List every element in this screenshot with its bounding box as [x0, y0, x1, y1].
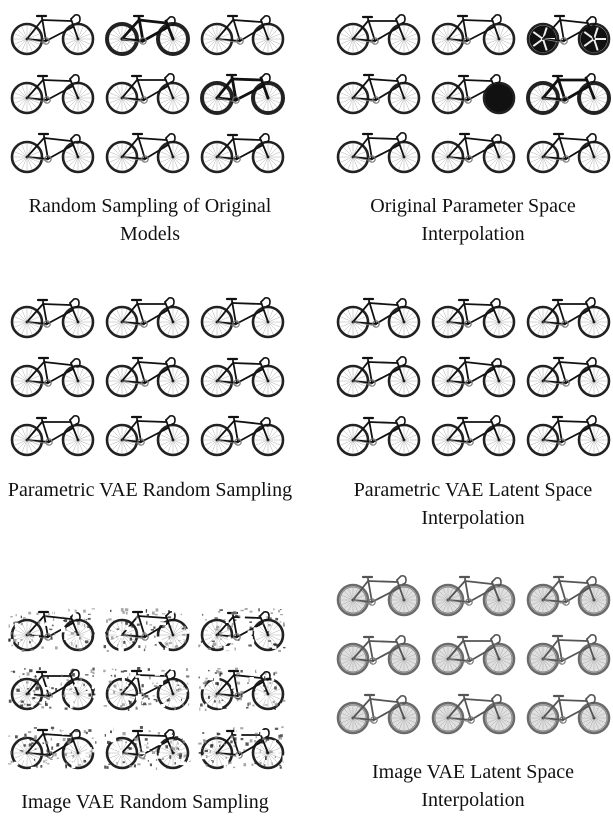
bicycle-image [334, 405, 424, 457]
bike-grid-image-random [8, 600, 288, 770]
bicycle-image [429, 405, 519, 457]
bicycle-image [103, 659, 193, 711]
bicycle-image [8, 346, 98, 398]
bicycle-image [198, 718, 288, 770]
bicycle-image [8, 63, 98, 115]
bicycle-image [8, 122, 98, 174]
bicycle-image [334, 683, 424, 735]
bicycle-image [8, 287, 98, 339]
bicycle-image [524, 63, 613, 115]
bicycle-image [198, 4, 288, 56]
bicycle-image [524, 122, 613, 174]
bicycle-image [8, 718, 98, 770]
bicycle-image [429, 287, 519, 339]
bicycle-image [524, 565, 613, 617]
bicycle-image [8, 600, 98, 652]
bicycle-image [8, 659, 98, 711]
bicycle-image [429, 4, 519, 56]
bicycle-image [334, 624, 424, 676]
bicycle-image [198, 63, 288, 115]
caption-original-interp: Original Parameter Space Interpolation [323, 192, 613, 248]
bicycle-image [429, 565, 519, 617]
bicycle-image [198, 600, 288, 652]
bicycle-image [334, 122, 424, 174]
bicycle-image [103, 346, 193, 398]
bike-grid-parametric-interp [334, 287, 613, 457]
bicycle-image [524, 683, 613, 735]
bicycle-image [524, 287, 613, 339]
bicycle-image [8, 405, 98, 457]
caption-parametric-random: Parametric VAE Random Sampling [0, 476, 300, 504]
bicycle-image [334, 4, 424, 56]
caption-parametric-interp: Parametric VAE Latent Space Interpolatio… [323, 476, 613, 532]
bicycle-image [103, 4, 193, 56]
bicycle-image [103, 122, 193, 174]
bicycle-image [103, 718, 193, 770]
bicycle-image [429, 683, 519, 735]
bicycle-image [429, 624, 519, 676]
bicycle-image [524, 624, 613, 676]
bicycle-image [198, 346, 288, 398]
bicycle-image [334, 63, 424, 115]
caption-image-interp: Image VAE Latent Space Interpolation [323, 758, 613, 814]
bike-grid-random-original [8, 4, 288, 174]
bicycle-image [429, 63, 519, 115]
bicycle-image [198, 405, 288, 457]
bicycle-image [198, 287, 288, 339]
bicycle-image [103, 600, 193, 652]
bicycle-image [8, 4, 98, 56]
bicycle-image [334, 346, 424, 398]
bicycle-image [524, 405, 613, 457]
bicycle-image [198, 122, 288, 174]
bike-grid-image-interp [334, 565, 613, 735]
caption-image-random: Image VAE Random Sampling [0, 788, 290, 816]
bicycle-image [103, 63, 193, 115]
bicycle-image [198, 659, 288, 711]
caption-random-original: Random Sampling of Original Models [0, 192, 300, 248]
bicycle-image [524, 346, 613, 398]
bicycle-image [334, 287, 424, 339]
bike-grid-parametric-random [8, 287, 288, 457]
bicycle-image [103, 287, 193, 339]
bicycle-image [429, 122, 519, 174]
bicycle-image [429, 346, 519, 398]
bicycle-image [334, 565, 424, 617]
bicycle-image [103, 405, 193, 457]
bicycle-image [524, 4, 613, 56]
bike-grid-original-interp [334, 4, 613, 174]
